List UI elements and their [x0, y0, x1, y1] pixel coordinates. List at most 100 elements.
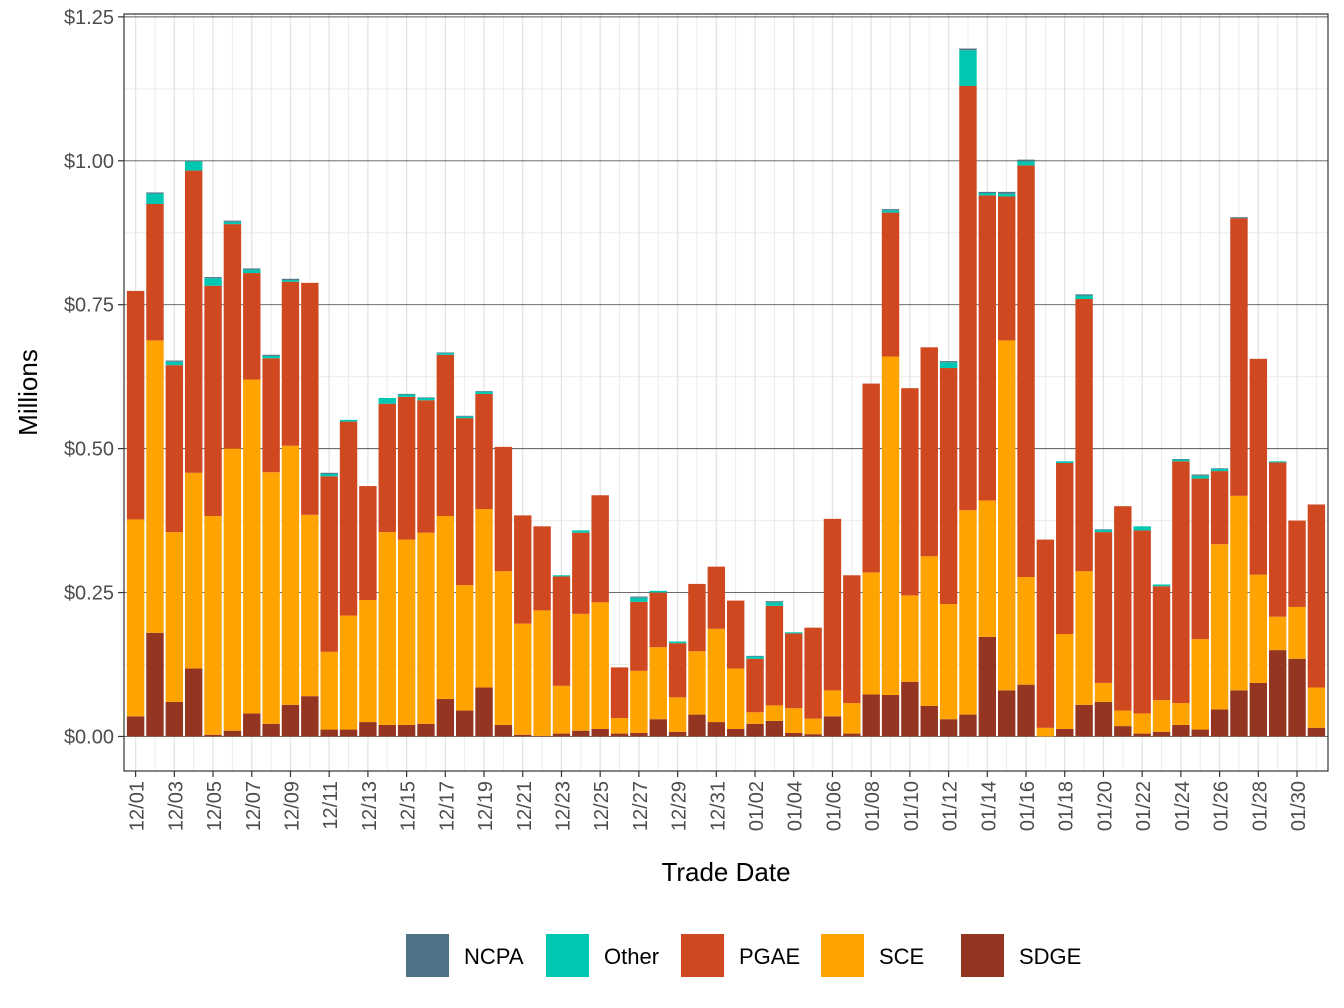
bar-sce-01-13 [959, 510, 977, 715]
bar-ncpa-12-05 [204, 277, 222, 279]
x-tick-label: 12/27 [630, 781, 652, 831]
bar-ncpa-01-09 [881, 209, 900, 211]
bar-pgae-01-28 [1249, 358, 1268, 575]
bar-pgae-12-31 [707, 566, 726, 629]
bar-ncpa-01-26 [1210, 468, 1229, 469]
bar-pgae-01-27 [1230, 218, 1248, 496]
bar-sce-01-11 [920, 556, 938, 706]
x-tick-label: 01/28 [1249, 781, 1271, 831]
bar-other-01-29 [1268, 461, 1287, 463]
bar-pgae-01-09 [881, 212, 900, 357]
bar-pgae-01-01 [726, 600, 745, 669]
bar-ncpa-12-27 [630, 596, 648, 598]
bar-ncpa-12-03 [165, 360, 184, 362]
legend-swatch-sce [821, 934, 864, 977]
bar-sdge-01-03 [765, 720, 784, 737]
bar-ncpa-01-19 [1075, 294, 1093, 296]
bar-sdge-01-25 [1191, 729, 1209, 737]
bar-sce-01-06 [823, 690, 842, 717]
bar-ncpa-01-12 [939, 361, 958, 363]
bar-pgae-01-07 [843, 575, 861, 704]
bar-sdge-12-04 [184, 668, 203, 737]
bar-sdge-01-12 [939, 719, 958, 737]
bar-other-01-03 [765, 602, 784, 606]
bar-ncpa-01-16 [1017, 159, 1035, 162]
bar-sce-01-15 [997, 340, 1016, 691]
bar-sdge-01-09 [881, 695, 900, 737]
bar-other-12-11 [320, 473, 338, 477]
bar-pgae-12-11 [320, 476, 338, 652]
bar-ncpa-01-03 [765, 601, 784, 603]
x-tick-label: 01/16 [1017, 781, 1039, 831]
bar-sce-01-19 [1075, 571, 1093, 705]
bar-pgae-01-23 [1152, 586, 1171, 701]
bar-ncpa-12-07 [243, 268, 261, 270]
bar-pgae-12-15 [397, 396, 416, 540]
bar-other-12-24 [572, 530, 590, 533]
bar-ncpa-01-27 [1230, 217, 1248, 219]
bar-sce-12-19 [475, 509, 493, 688]
bar-sce-01-09 [881, 356, 900, 696]
bar-other-12-09 [281, 279, 300, 282]
x-tick-label: 12/17 [436, 781, 458, 831]
bar-sce-12-17 [436, 515, 455, 700]
bar-sce-01-07 [843, 703, 861, 734]
bars [126, 48, 1326, 737]
bar-sdge-12-11 [320, 729, 338, 737]
bar-other-12-03 [165, 361, 184, 366]
bar-sce-01-12 [939, 604, 958, 720]
bar-pgae-12-10 [301, 282, 319, 515]
bar-ncpa-12-15 [397, 393, 416, 395]
bar-sce-12-13 [359, 600, 377, 723]
bar-sce-12-10 [301, 514, 319, 697]
bar-other-01-25 [1191, 475, 1209, 479]
legend-label-ncpa: NCPA [464, 944, 524, 969]
bar-sdge-12-13 [359, 722, 377, 737]
bar-sdge-01-31 [1307, 727, 1326, 737]
bar-pgae-12-21 [514, 515, 532, 624]
bar-other-01-18 [1056, 461, 1074, 464]
bar-other-01-09 [881, 210, 900, 213]
x-tick-label: 12/13 [359, 781, 381, 831]
bar-pgae-01-11 [920, 347, 938, 557]
bar-sce-12-26 [610, 718, 629, 734]
x-tick-label: 12/01 [127, 781, 149, 831]
bar-sce-01-17 [1036, 727, 1055, 737]
bar-pgae-12-19 [475, 393, 493, 510]
legend-label-sce: SCE [879, 944, 924, 969]
bar-sce-12-20 [494, 571, 513, 725]
bar-sce-12-12 [339, 615, 358, 730]
bar-sce-12-21 [514, 623, 532, 735]
bar-sce-12-15 [397, 539, 416, 725]
bar-other-12-17 [436, 353, 455, 355]
bar-pgae-01-10 [901, 388, 919, 596]
bar-sdge-01-01 [726, 728, 745, 737]
bar-sdge-01-23 [1152, 731, 1171, 737]
x-tick-label: 01/02 [746, 781, 768, 831]
bar-ncpa-01-20 [1094, 529, 1113, 530]
bar-sdge-12-17 [436, 699, 455, 737]
bar-ncpa-12-18 [455, 415, 474, 417]
x-tick-label: 12/29 [669, 781, 691, 831]
bar-sce-01-14 [978, 500, 997, 637]
x-tick-label: 12/05 [204, 781, 226, 831]
bar-pgae-12-08 [262, 358, 280, 473]
x-tick-label: 12/19 [475, 781, 497, 831]
bar-pgae-01-03 [765, 605, 784, 706]
bar-sdge-12-09 [281, 704, 300, 737]
bar-sdge-01-08 [862, 694, 880, 737]
x-tick-label: 12/31 [707, 781, 729, 831]
bar-pgae-01-25 [1191, 478, 1209, 640]
legend: NCPA Other PGAE SCE SDGE [406, 934, 1081, 977]
bar-sce-12-05 [204, 515, 222, 735]
bar-pgae-12-06 [223, 224, 242, 449]
bar-sce-01-02 [746, 712, 764, 724]
bar-sdge-12-31 [707, 722, 726, 737]
bar-sce-01-24 [1172, 703, 1190, 725]
bar-ncpa-12-19 [475, 391, 493, 392]
x-tick-label: 01/10 [901, 781, 923, 831]
legend-swatch-ncpa [406, 934, 449, 977]
bar-other-01-24 [1172, 459, 1190, 462]
bar-pgae-12-05 [204, 285, 222, 516]
bar-sce-12-14 [378, 532, 396, 725]
